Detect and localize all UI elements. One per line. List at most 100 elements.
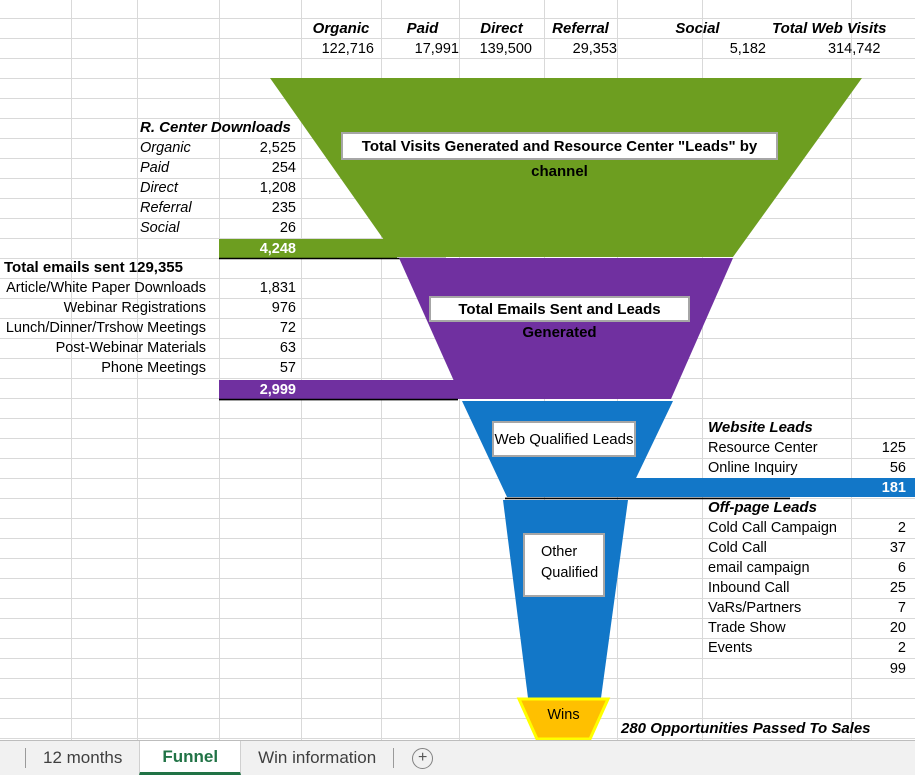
row-value-cell[interactable]: 72 bbox=[279, 320, 296, 336]
row-value-cell[interactable]: 2,525 bbox=[259, 140, 296, 156]
table-row: Referral 235 bbox=[140, 198, 296, 218]
resource-center-total[interactable]: 4,248 bbox=[259, 241, 296, 257]
row-label-cell[interactable]: Lunch/Dinner/Trshow Meetings bbox=[5, 320, 206, 336]
emails-title[interactable]: Total emails sent 129,355 bbox=[4, 259, 183, 276]
row-value-cell[interactable]: 1,208 bbox=[259, 180, 296, 196]
other-qualified-callout-box[interactable]: Other Qualified bbox=[523, 533, 605, 597]
other-qualified-line2: Qualified bbox=[541, 565, 599, 581]
row-value-cell[interactable]: 37 bbox=[889, 540, 906, 556]
row-label-cell[interactable]: Trade Show bbox=[708, 620, 786, 636]
sheet-tab-win-information[interactable]: Win information bbox=[258, 748, 377, 767]
table-row: Webinar Registrations 976 bbox=[0, 298, 296, 318]
channel-column: Total Web Visits 314,742 bbox=[772, 19, 886, 59]
row-value-cell[interactable]: 1,831 bbox=[259, 280, 296, 296]
gridline bbox=[617, 0, 618, 740]
table-row: Social 26 bbox=[140, 218, 296, 238]
row-label-cell[interactable]: Social bbox=[140, 220, 180, 236]
sheet-tab-12-months[interactable]: 12 months bbox=[43, 748, 123, 767]
row-label-cell[interactable]: Post-Webinar Materials bbox=[55, 340, 206, 356]
resource-center-rows: Organic 2,525 Paid 254 Direct 1,208 Refe… bbox=[140, 138, 296, 238]
row-value-cell[interactable]: 20 bbox=[889, 620, 906, 636]
table-row: Inbound Call 25 bbox=[708, 578, 906, 598]
offpage-leads-total[interactable]: 99 bbox=[889, 661, 906, 677]
row-value-cell[interactable]: 25 bbox=[889, 580, 906, 596]
other-qualified-line1: Other bbox=[541, 544, 578, 560]
resource-center-table: R. Center Downloads Organic 2,525 Paid 2… bbox=[140, 118, 296, 238]
wins-label: Wins bbox=[547, 707, 580, 723]
row-label-cell[interactable]: Cold Call bbox=[708, 540, 767, 556]
channel-value-cell[interactable]: 314,742 bbox=[828, 41, 881, 57]
row-label-cell[interactable]: VaRs/Partners bbox=[708, 600, 802, 616]
table-row: Events 2 bbox=[708, 638, 906, 658]
opportunities-note[interactable]: 280 Opportunities Passed To Sales bbox=[621, 720, 871, 737]
table-row: Cold Call 37 bbox=[708, 538, 906, 558]
resource-center-title[interactable]: R. Center Downloads bbox=[140, 119, 291, 136]
row-label-cell[interactable]: Paid bbox=[140, 160, 170, 176]
row-value-cell[interactable]: 7 bbox=[897, 600, 906, 616]
sheet-tab-funnel[interactable]: Funnel bbox=[139, 741, 242, 775]
table-row: email campaign 6 bbox=[708, 558, 906, 578]
gridline bbox=[544, 0, 545, 740]
website-leads-title[interactable]: Website Leads bbox=[708, 419, 813, 436]
offpage-leads-title[interactable]: Off-page Leads bbox=[708, 499, 817, 516]
row-value-cell[interactable]: 6 bbox=[897, 560, 906, 576]
gridline bbox=[702, 0, 703, 740]
emails-total[interactable]: 2,999 bbox=[259, 382, 296, 398]
channel-column: Organic 122,716 bbox=[302, 19, 380, 59]
channel-value-cell[interactable]: 29,353 bbox=[572, 41, 617, 57]
row-value-cell[interactable]: 125 bbox=[881, 440, 906, 456]
gridline bbox=[381, 0, 382, 740]
emails-callout-box[interactable]: Total Emails Sent and Leads Generated bbox=[429, 296, 690, 341]
gridline bbox=[71, 0, 72, 740]
row-label-cell[interactable]: Webinar Registrations bbox=[63, 300, 206, 316]
channel-header-cell[interactable]: Organic bbox=[312, 20, 370, 37]
row-label-cell[interactable]: Article/White Paper Downloads bbox=[6, 280, 206, 296]
row-value-cell[interactable]: 2 bbox=[897, 640, 906, 656]
tab-divider bbox=[393, 748, 395, 768]
row-value-cell[interactable]: 2 bbox=[897, 520, 906, 536]
row-label-cell[interactable]: Direct bbox=[140, 180, 178, 196]
row-label-cell[interactable]: Events bbox=[708, 640, 753, 656]
website-leads-rows: Resource Center 125 Online Inquiry 56 bbox=[708, 438, 906, 478]
gridline bbox=[301, 0, 302, 740]
row-value-cell[interactable]: 56 bbox=[889, 460, 906, 476]
website-leads-total[interactable]: 181 bbox=[881, 480, 906, 496]
website-leads-table: Website Leads Resource Center 125 Online… bbox=[708, 418, 906, 478]
row-label-cell[interactable]: Inbound Call bbox=[708, 580, 790, 596]
emails-table: Total emails sent 129,355 Article/White … bbox=[0, 258, 296, 378]
row-value-cell[interactable]: 254 bbox=[271, 160, 296, 176]
table-row: Article/White Paper Downloads 1,831 bbox=[0, 278, 296, 298]
channel-header-cell[interactable]: Referral bbox=[552, 20, 609, 37]
row-label-cell[interactable]: Online Inquiry bbox=[708, 460, 798, 476]
table-row: Online Inquiry 56 bbox=[708, 458, 906, 478]
channel-column: Paid 17,991 bbox=[380, 19, 465, 59]
channel-header-cell[interactable]: Total Web Visits bbox=[772, 20, 887, 37]
row-value-cell[interactable]: 57 bbox=[279, 360, 296, 376]
channel-column: Social 5,182 bbox=[623, 19, 772, 59]
row-label-cell[interactable]: Phone Meetings bbox=[101, 360, 206, 376]
gridline bbox=[137, 0, 138, 740]
row-value-cell[interactable]: 976 bbox=[271, 300, 296, 316]
channel-value-cell[interactable]: 122,716 bbox=[321, 41, 374, 57]
channel-value-cell[interactable]: 139,500 bbox=[479, 41, 532, 57]
row-label-cell[interactable]: Resource Center bbox=[708, 440, 818, 456]
channel-header-cell[interactable]: Social bbox=[675, 20, 720, 37]
funnel-stage-other-qualified[interactable] bbox=[503, 500, 628, 698]
table-row: VaRs/Partners 7 bbox=[708, 598, 906, 618]
channel-value-cell[interactable]: 17,991 bbox=[414, 41, 459, 57]
channel-value-cell[interactable]: 5,182 bbox=[729, 41, 766, 57]
row-value-cell[interactable]: 26 bbox=[279, 220, 296, 236]
channel-header-cell[interactable]: Paid bbox=[406, 20, 439, 37]
row-label-cell[interactable]: Cold Call Campaign bbox=[708, 520, 837, 536]
channel-header-cell[interactable]: Direct bbox=[480, 20, 523, 37]
add-sheet-button[interactable]: + bbox=[412, 747, 434, 769]
row-label-cell[interactable]: Referral bbox=[140, 200, 192, 216]
table-row: Organic 2,525 bbox=[140, 138, 296, 158]
row-value-cell[interactable]: 63 bbox=[279, 340, 296, 356]
web-qualified-callout-box[interactable]: Web Qualified Leads bbox=[492, 421, 636, 457]
row-label-cell[interactable]: email campaign bbox=[708, 560, 810, 576]
row-label-cell[interactable]: Organic bbox=[140, 140, 191, 156]
table-row: Post-Webinar Materials 63 bbox=[0, 338, 296, 358]
visits-callout-box[interactable]: Total Visits Generated and Resource Cent… bbox=[341, 132, 778, 180]
row-value-cell[interactable]: 235 bbox=[271, 200, 296, 216]
